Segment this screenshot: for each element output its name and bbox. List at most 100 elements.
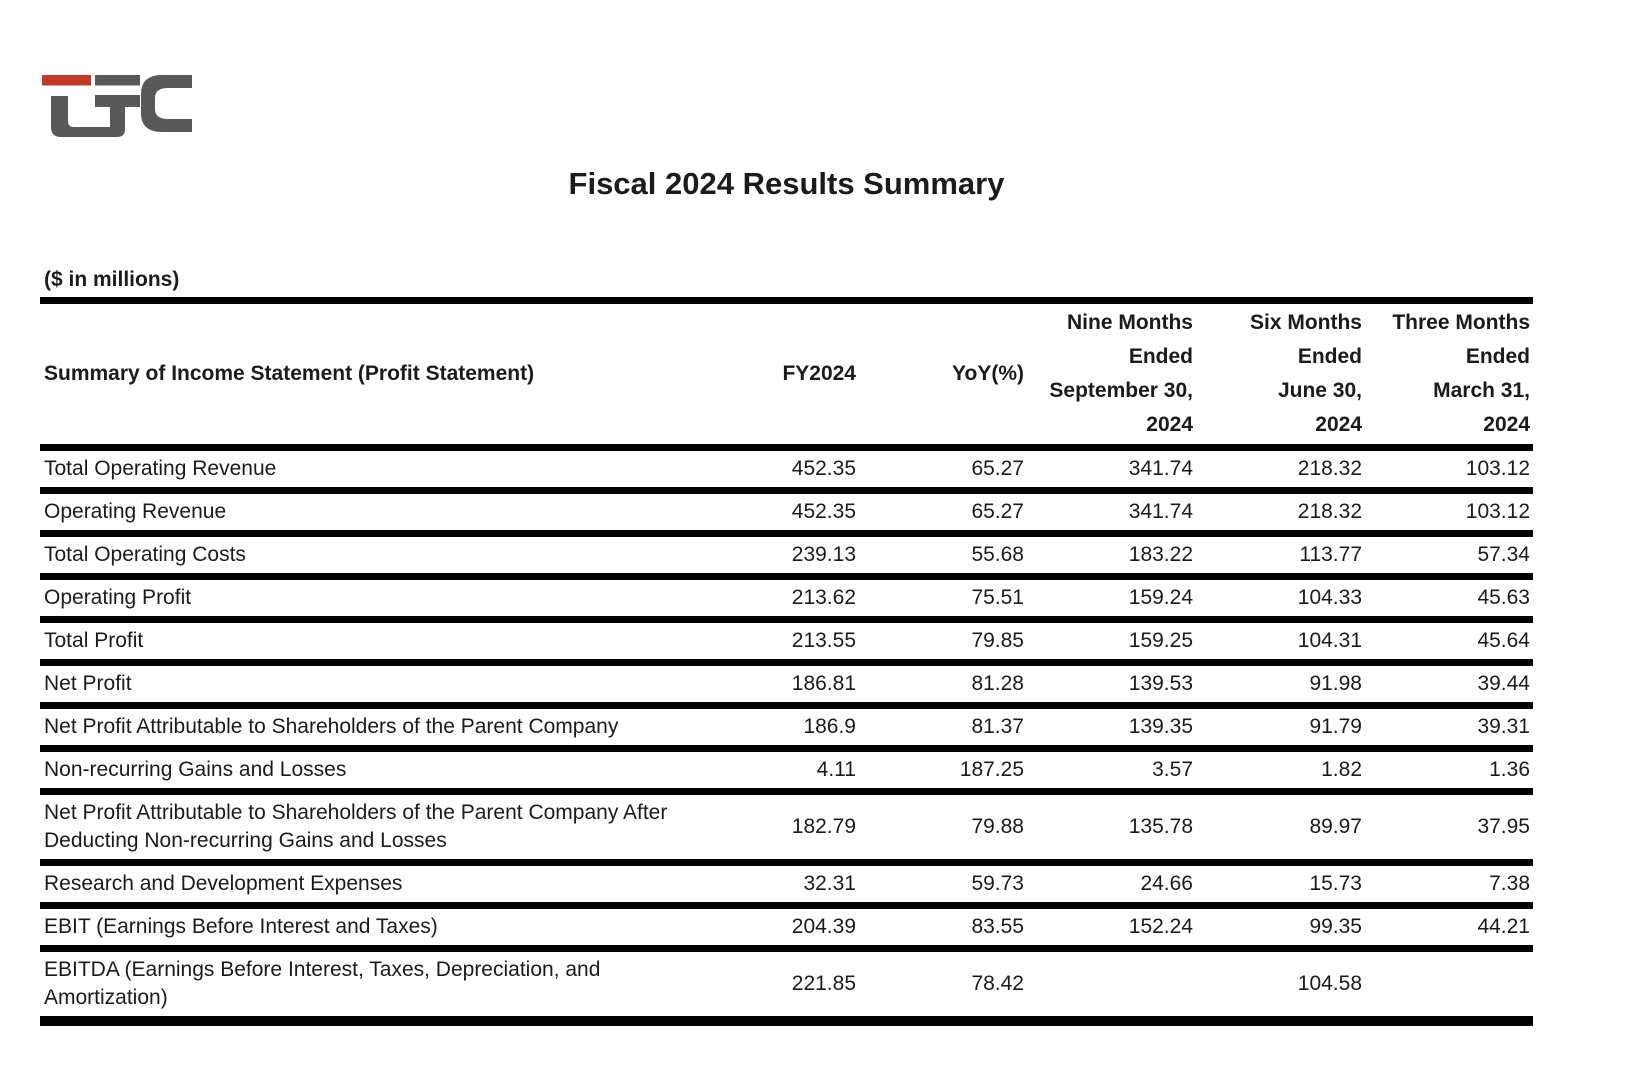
cell-six-months: 113.77 (1196, 533, 1365, 580)
results-table: Summary of Income Statement (Profit Stat… (40, 297, 1533, 1026)
table-row: EBIT (Earnings Before Interest and Taxes… (40, 905, 1533, 952)
cell-three-months: 7.38 (1365, 862, 1533, 909)
cell-fy2024: 452.35 (690, 447, 859, 494)
cell-six-months: 1.82 (1196, 748, 1365, 795)
cell-nine-months (1027, 948, 1196, 1025)
cell-six-months: 15.73 (1196, 862, 1365, 909)
cell-fy2024: 186.81 (690, 662, 859, 709)
cell-three-months: 103.12 (1365, 447, 1533, 494)
cell-nine-months: 139.35 (1027, 705, 1196, 752)
table-row: Operating Profit 213.62 75.51 159.24 104… (40, 576, 1533, 623)
cell-yoy: 65.27 (859, 490, 1027, 537)
cell-three-months: 37.95 (1365, 791, 1533, 866)
row-label: Operating Revenue (40, 490, 690, 537)
row-label: EBITDA (Earnings Before Interest, Taxes,… (40, 948, 690, 1025)
cell-yoy: 83.55 (859, 905, 1027, 952)
cell-yoy: 81.37 (859, 705, 1027, 752)
cell-three-months: 45.64 (1365, 619, 1533, 666)
row-label: EBIT (Earnings Before Interest and Taxes… (40, 905, 690, 952)
cell-three-months: 39.31 (1365, 705, 1533, 752)
table-row: Net Profit Attributable to Shareholders … (40, 791, 1533, 866)
cell-three-months: 1.36 (1365, 748, 1533, 795)
cell-three-months: 57.34 (1365, 533, 1533, 580)
cell-three-months: 39.44 (1365, 662, 1533, 709)
cell-fy2024: 204.39 (690, 905, 859, 952)
cell-fy2024: 221.85 (690, 948, 859, 1025)
cell-yoy: 59.73 (859, 862, 1027, 909)
table-row: Net Profit Attributable to Shareholders … (40, 705, 1533, 752)
logo-f-top-bar (95, 75, 140, 86)
page-title: Fiscal 2024 Results Summary (568, 166, 1005, 201)
row-label: Total Operating Revenue (40, 447, 690, 494)
company-logo (42, 75, 192, 137)
cell-six-months: 91.79 (1196, 705, 1365, 752)
row-label: Net Profit Attributable to Shareholders … (40, 705, 690, 752)
cell-fy2024: 4.11 (690, 748, 859, 795)
cell-fy2024: 186.9 (690, 705, 859, 752)
table-row: Net Profit 186.81 81.28 139.53 91.98 39.… (40, 662, 1533, 709)
row-label: Net Profit (40, 662, 690, 709)
cell-nine-months: 139.53 (1027, 662, 1196, 709)
cell-nine-months: 159.25 (1027, 619, 1196, 666)
cell-yoy: 81.28 (859, 662, 1027, 709)
cell-yoy: 65.27 (859, 447, 1027, 494)
cell-six-months: 218.32 (1196, 447, 1365, 494)
cell-nine-months: 341.74 (1027, 447, 1196, 494)
cell-yoy: 75.51 (859, 576, 1027, 623)
row-label: Non-recurring Gains and Losses (40, 748, 690, 795)
row-label: Total Operating Costs (40, 533, 690, 580)
cell-nine-months: 341.74 (1027, 490, 1196, 537)
cell-three-months (1365, 948, 1533, 1025)
cell-nine-months: 3.57 (1027, 748, 1196, 795)
cell-six-months: 104.58 (1196, 948, 1365, 1025)
table-row: Research and Development Expenses 32.31 … (40, 862, 1533, 909)
col-header-three-months: Three Months Ended March 31, 2024 (1365, 300, 1533, 451)
cell-fy2024: 182.79 (690, 791, 859, 866)
table-row: Total Operating Costs 239.13 55.68 183.2… (40, 533, 1533, 580)
col-header-nine-months: Nine Months Ended September 30, 2024 (1027, 300, 1196, 451)
logo-red-bar (42, 75, 91, 86)
logo-letter-c (141, 75, 192, 132)
logo-letters-lf (51, 95, 125, 137)
row-label: Total Profit (40, 619, 690, 666)
cell-six-months: 91.98 (1196, 662, 1365, 709)
row-label: Research and Development Expenses (40, 862, 690, 909)
cell-six-months: 104.31 (1196, 619, 1365, 666)
cell-three-months: 44.21 (1365, 905, 1533, 952)
units-note: ($ in millions) (44, 268, 180, 291)
cell-yoy: 79.88 (859, 791, 1027, 866)
cell-nine-months: 135.78 (1027, 791, 1196, 866)
cell-six-months: 218.32 (1196, 490, 1365, 537)
cell-fy2024: 213.55 (690, 619, 859, 666)
logo-f-mid-bar (95, 95, 140, 107)
cell-nine-months: 159.24 (1027, 576, 1196, 623)
col-header-fy2024: FY2024 (690, 300, 859, 451)
cell-fy2024: 239.13 (690, 533, 859, 580)
row-label: Net Profit Attributable to Shareholders … (40, 791, 690, 866)
cell-six-months: 104.33 (1196, 576, 1365, 623)
cell-nine-months: 152.24 (1027, 905, 1196, 952)
col-header-six-months: Six Months Ended June 30, 2024 (1196, 300, 1365, 451)
cell-three-months: 45.63 (1365, 576, 1533, 623)
header-row: Summary of Income Statement (Profit Stat… (40, 300, 1533, 451)
cell-nine-months: 183.22 (1027, 533, 1196, 580)
table-row: Total Operating Revenue 452.35 65.27 341… (40, 447, 1533, 494)
results-table-body: Total Operating Revenue 452.35 65.27 341… (40, 447, 1533, 1025)
col-header-yoy: YoY(%) (859, 300, 1027, 451)
cell-yoy: 79.85 (859, 619, 1027, 666)
row-label: Operating Profit (40, 576, 690, 623)
cell-three-months: 103.12 (1365, 490, 1533, 537)
cell-yoy: 78.42 (859, 948, 1027, 1025)
cell-fy2024: 32.31 (690, 862, 859, 909)
cell-yoy: 187.25 (859, 748, 1027, 795)
col-header-statement: Summary of Income Statement (Profit Stat… (40, 300, 690, 451)
table-row: EBITDA (Earnings Before Interest, Taxes,… (40, 948, 1533, 1025)
cell-nine-months: 24.66 (1027, 862, 1196, 909)
cell-six-months: 99.35 (1196, 905, 1365, 952)
table-row: Non-recurring Gains and Losses 4.11 187.… (40, 748, 1533, 795)
cell-fy2024: 213.62 (690, 576, 859, 623)
cell-yoy: 55.68 (859, 533, 1027, 580)
cell-six-months: 89.97 (1196, 791, 1365, 866)
table-row: Total Profit 213.55 79.85 159.25 104.31 … (40, 619, 1533, 666)
